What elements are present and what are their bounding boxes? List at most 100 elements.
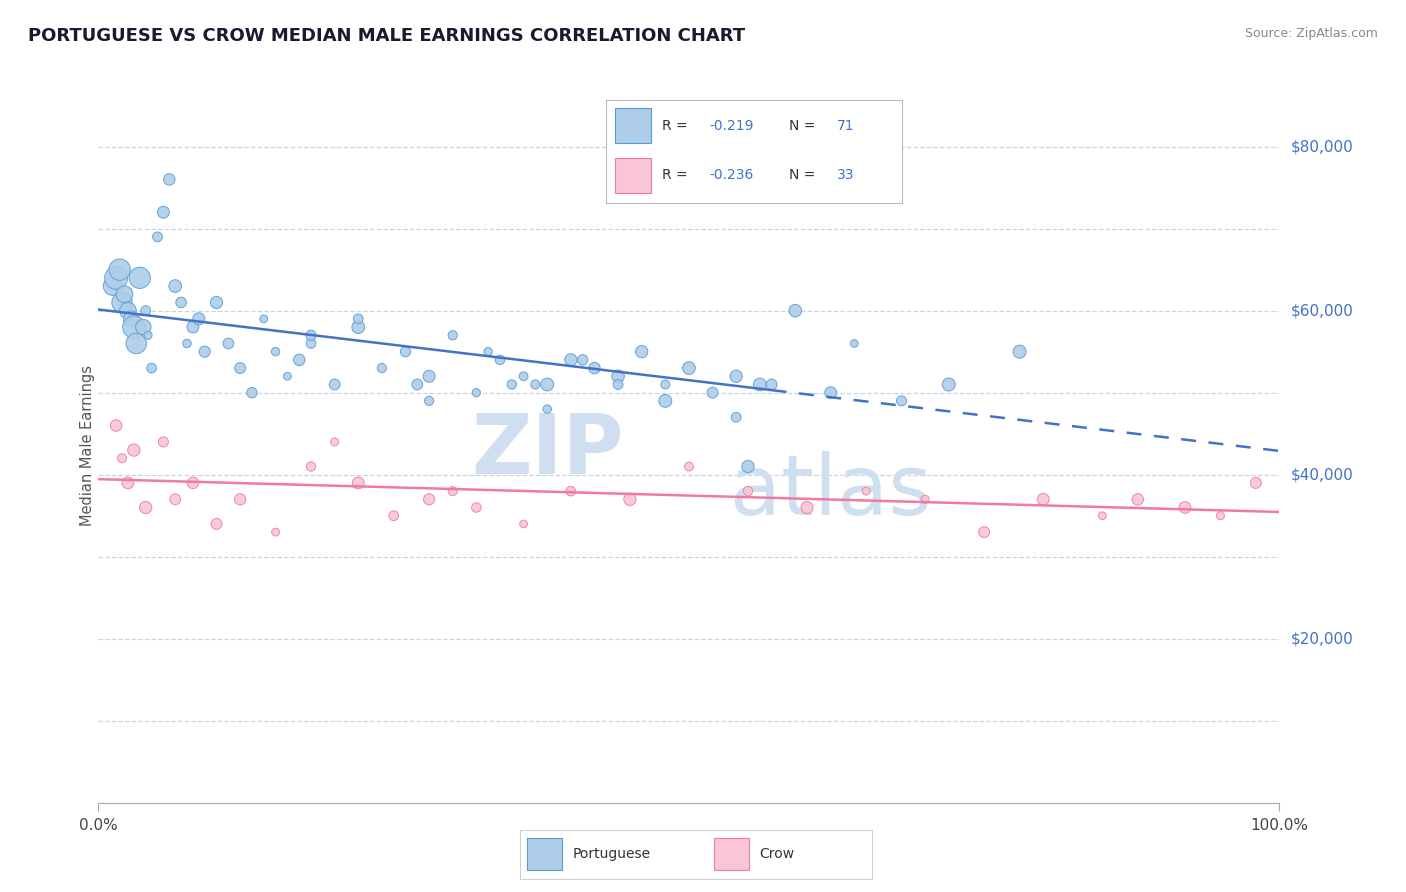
Point — [536, 377, 558, 392]
Point — [654, 377, 676, 392]
Point — [165, 279, 187, 293]
Point — [135, 500, 157, 515]
Point — [181, 475, 204, 490]
Point — [347, 311, 370, 326]
Point — [347, 320, 370, 334]
Point — [571, 352, 593, 367]
Point — [1209, 508, 1232, 523]
Text: $80,000: $80,000 — [1291, 139, 1354, 154]
Point — [205, 516, 228, 531]
Point — [1032, 492, 1054, 507]
Point — [347, 475, 370, 490]
Point — [678, 361, 700, 376]
Point — [132, 320, 155, 334]
Point — [264, 344, 287, 359]
Point — [122, 320, 145, 334]
Point — [406, 377, 429, 392]
Point — [678, 459, 700, 474]
Point — [607, 377, 630, 392]
Point — [288, 352, 311, 367]
Text: Portuguese: Portuguese — [574, 847, 651, 861]
Point — [117, 475, 139, 490]
Point — [785, 303, 807, 318]
Point — [737, 459, 759, 474]
Point — [619, 492, 641, 507]
Point — [725, 369, 748, 384]
Point — [855, 484, 877, 499]
Point — [323, 377, 346, 392]
Point — [1091, 508, 1114, 523]
Point — [299, 328, 322, 343]
Point — [105, 418, 128, 433]
Point — [111, 451, 134, 466]
Point — [477, 344, 499, 359]
Point — [176, 336, 198, 351]
Point — [229, 492, 252, 507]
Point — [253, 311, 276, 326]
Point — [323, 434, 346, 449]
Point — [524, 377, 547, 392]
Point — [121, 311, 143, 326]
Point — [441, 328, 464, 343]
Point — [165, 492, 187, 507]
Point — [418, 492, 440, 507]
Point — [725, 410, 748, 425]
Point — [501, 377, 523, 392]
Point — [136, 328, 159, 343]
Text: PORTUGUESE VS CROW MEDIAN MALE EARNINGS CORRELATION CHART: PORTUGUESE VS CROW MEDIAN MALE EARNINGS … — [28, 27, 745, 45]
Point — [489, 352, 512, 367]
Point — [583, 361, 606, 376]
Point — [560, 352, 582, 367]
Point — [418, 393, 440, 408]
Point — [152, 434, 174, 449]
Point — [141, 361, 163, 376]
Text: ZIP: ZIP — [471, 409, 623, 491]
Point — [187, 311, 209, 326]
Point — [205, 295, 228, 310]
Text: $40,000: $40,000 — [1291, 467, 1354, 483]
Point — [299, 336, 322, 351]
Point — [181, 320, 204, 334]
Point — [820, 385, 842, 400]
Point — [122, 443, 145, 458]
Point — [146, 230, 169, 244]
Point — [536, 402, 558, 417]
Point — [914, 492, 936, 507]
Point — [418, 369, 440, 384]
Point — [394, 344, 416, 359]
Point — [117, 303, 139, 318]
Point — [441, 484, 464, 499]
Point — [105, 270, 128, 285]
Bar — [714, 838, 749, 870]
Point — [607, 369, 630, 384]
Point — [890, 393, 912, 408]
Point — [229, 361, 252, 376]
Point — [1244, 475, 1267, 490]
Point — [170, 295, 193, 310]
Point — [382, 508, 405, 523]
Point — [973, 525, 995, 540]
Text: Source: ZipAtlas.com: Source: ZipAtlas.com — [1244, 27, 1378, 40]
Point — [560, 484, 582, 499]
Point — [654, 393, 676, 408]
Point — [512, 369, 534, 384]
Y-axis label: Median Male Earnings: Median Male Earnings — [80, 366, 94, 526]
Point — [371, 361, 394, 376]
Bar — [527, 838, 562, 870]
Point — [1174, 500, 1197, 515]
Point — [111, 295, 134, 310]
Text: $20,000: $20,000 — [1291, 632, 1354, 647]
Point — [844, 336, 866, 351]
Text: $60,000: $60,000 — [1291, 303, 1354, 318]
Point — [240, 385, 263, 400]
Point — [128, 270, 150, 285]
Point — [135, 303, 157, 318]
Point — [264, 525, 287, 540]
Point — [1126, 492, 1149, 507]
Point — [157, 172, 180, 186]
Point — [465, 385, 488, 400]
Point — [796, 500, 818, 515]
Point — [938, 377, 960, 392]
Point — [512, 516, 534, 531]
Point — [125, 336, 148, 351]
